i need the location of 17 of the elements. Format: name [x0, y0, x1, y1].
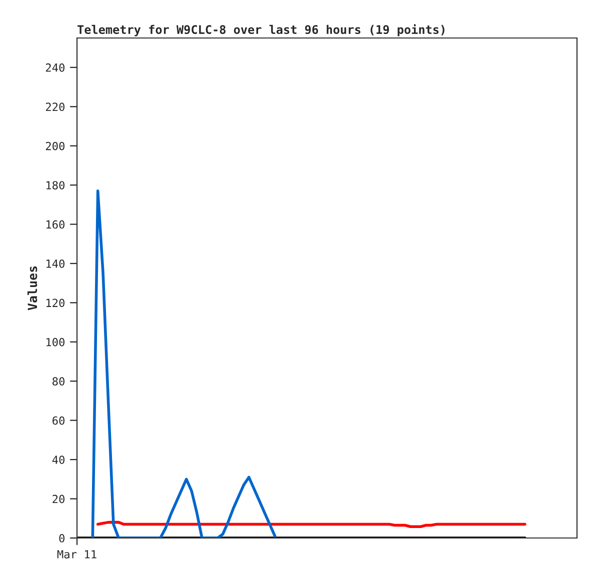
y-tick-label: 40: [52, 456, 64, 464]
y-axis-title: Values: [27, 266, 38, 310]
y-tick-label: 160: [46, 220, 64, 229]
chart-title: Telemetry for W9CLC-8 over last 96 hours (19 points): [78, 24, 444, 36]
y-tick-label: 100: [46, 338, 64, 346]
y-tick-label: 20: [52, 494, 64, 504]
y-tick-label: 80: [52, 377, 64, 386]
y-tick-label: 200: [46, 142, 64, 150]
line-series: [91, 190, 276, 538]
y-tick-label: 120: [46, 298, 64, 308]
y-tick-label: 240: [46, 63, 64, 72]
y-tick-label: 180: [46, 181, 64, 190]
y-tick-label: 60: [52, 416, 64, 425]
y-tick-label: 0: [59, 534, 64, 542]
x-tick-label: Mar 11: [57, 550, 96, 558]
y-tick-label: 140: [46, 259, 64, 268]
y-tick-label: 220: [46, 102, 64, 112]
